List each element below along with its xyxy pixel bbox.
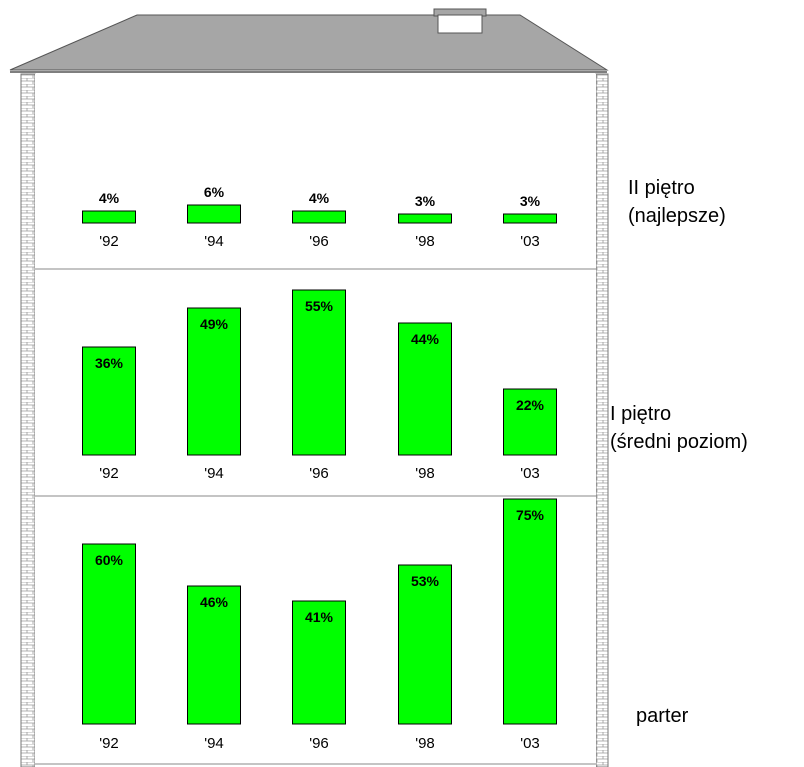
bar-value-label-floor1-2: 55% (305, 298, 334, 314)
bar-value-label-floor2-0: 60% (95, 552, 124, 568)
floor-name-2-line-0: parter (636, 705, 689, 727)
bar-floor1-2 (292, 289, 346, 456)
labels-layer: 4% '92 6% '94 4% '96 3% '98 3% '03 36% '92 49% '94 55%… (95, 184, 545, 752)
bar-value-label-floor1-1: 49% (200, 316, 229, 332)
year-label-floor0-2: '96 (309, 233, 329, 250)
bar-value-label-floor1-0: 36% (95, 355, 124, 371)
bar-floor1-1 (187, 307, 241, 456)
bar-value-label-floor2-1: 46% (200, 594, 229, 610)
year-label-floor0-4: '03 (520, 233, 540, 250)
floor-name-0-line-0: II piętro (628, 177, 695, 199)
right-wall (595, 73, 609, 767)
floor-labels: II piętro (najlepsze) I piętro (średni pozi… (610, 177, 748, 727)
year-label-floor2-1: '94 (204, 735, 224, 752)
floor-name-0-line-1: (najlepsze) (628, 205, 726, 227)
left-wall (20, 73, 36, 767)
year-label-floor1-2: '96 (309, 465, 329, 482)
year-label-floor2-2: '96 (309, 735, 329, 752)
bar-value-label-floor0-0: 4% (99, 190, 120, 206)
year-label-floor1-1: '94 (204, 465, 224, 482)
bar-floor2-0 (82, 543, 136, 725)
bar-value-label-floor0-1: 6% (204, 184, 225, 200)
bar-floor2-2 (292, 600, 346, 725)
year-label-floor2-3: '98 (415, 735, 435, 752)
bar-floor2-3 (398, 564, 452, 725)
roof (9, 14, 609, 71)
year-label-floor0-0: '92 (99, 233, 119, 250)
bar-floor1-4 (503, 388, 557, 456)
bar-floor2-4 (503, 498, 557, 725)
bar-floor0-3 (398, 213, 452, 224)
bar-value-label-floor1-4: 22% (516, 397, 545, 413)
bar-value-label-floor1-3: 44% (411, 331, 440, 347)
year-label-floor1-4: '03 (520, 465, 540, 482)
floor-name-1-line-1: (średni poziom) (610, 431, 748, 453)
bar-floor1-0 (82, 346, 136, 456)
year-label-floor2-4: '03 (520, 735, 540, 752)
bar-floor0-1 (187, 204, 241, 224)
chimney (437, 14, 483, 34)
year-label-floor1-0: '92 (99, 465, 119, 482)
bar-floor0-0 (82, 210, 136, 224)
year-label-floor0-3: '98 (415, 233, 435, 250)
bar-value-label-floor0-4: 3% (520, 193, 541, 209)
bars-layer (82, 204, 557, 725)
year-label-floor2-0: '92 (99, 735, 119, 752)
year-label-floor0-1: '94 (204, 233, 224, 250)
year-label-floor1-3: '98 (415, 465, 435, 482)
bar-value-label-floor2-2: 41% (305, 609, 334, 625)
bar-value-label-floor2-3: 53% (411, 573, 440, 589)
bar-floor0-2 (292, 210, 346, 224)
bar-floor2-1 (187, 585, 241, 725)
bar-value-label-floor2-4: 75% (516, 507, 545, 523)
bar-floor0-4 (503, 213, 557, 224)
floor-name-1-line-0: I piętro (610, 403, 671, 425)
bar-floor1-3 (398, 322, 452, 456)
bar-value-label-floor0-3: 3% (415, 193, 436, 209)
bar-value-label-floor0-2: 4% (309, 190, 330, 206)
